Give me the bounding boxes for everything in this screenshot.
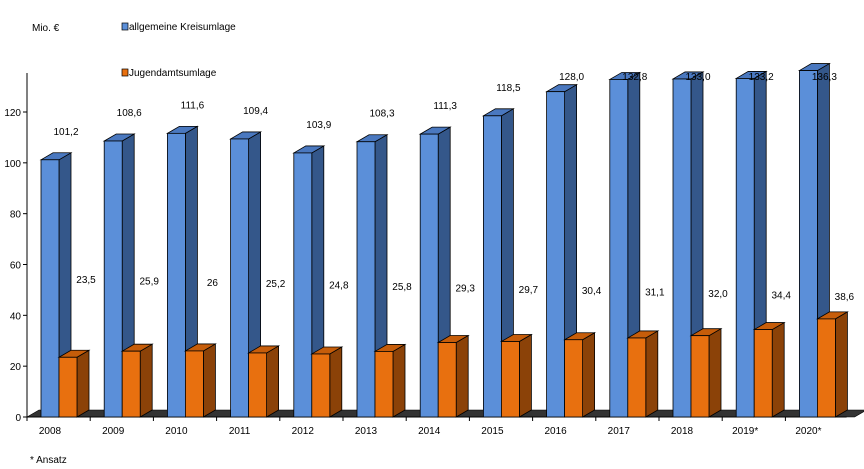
y-tick-label: 100 — [4, 159, 21, 170]
x-tick-label: 2018 — [671, 426, 694, 437]
legend-label-kreisumlage: allgemeine Kreisumlage — [129, 22, 236, 33]
data-label-kreisumlage: 132,8 — [622, 72, 647, 83]
x-tick-label: 2009 — [102, 426, 125, 437]
data-label-kreisumlage: 118,5 — [496, 83, 521, 94]
x-tick-label: 2017 — [608, 426, 631, 437]
bar-kreisumlage — [230, 138, 250, 418]
data-label-kreisumlage: 111,6 — [181, 100, 205, 111]
bar-jugendamtsumlage — [753, 329, 773, 418]
data-label-jugendamtsumlage: 25,8 — [392, 282, 412, 293]
x-tick-label: 2008 — [39, 426, 62, 437]
x-tick-label: 2015 — [481, 426, 504, 437]
bar-jugendamtsumlage-side — [76, 349, 90, 418]
bar-kreisumlage — [40, 159, 60, 418]
y-tick-label: 20 — [10, 362, 22, 373]
bar-kreisumlage — [609, 79, 629, 418]
y-tick-label: 0 — [15, 413, 21, 424]
x-tick-label: 2010 — [165, 426, 188, 437]
bar-kreisumlage — [672, 78, 692, 418]
data-label-jugendamtsumlage: 38,6 — [835, 292, 855, 303]
bar-jugendamtsumlage-side — [392, 343, 406, 418]
x-tick-label: 2016 — [544, 426, 567, 437]
bar-kreisumlage — [356, 141, 376, 418]
bar-jugendamtsumlage-side — [771, 321, 785, 418]
bar-jugendamtsumlage-side — [645, 330, 659, 418]
data-label-jugendamtsumlage: 32,0 — [708, 289, 728, 300]
y-tick-label: 60 — [10, 261, 22, 272]
bar-jugendamtsumlage-side — [266, 345, 280, 418]
y-tick-label: 80 — [10, 210, 22, 221]
bar-jugendamtsumlage — [564, 339, 583, 418]
data-label-kreisumlage: 108,6 — [117, 108, 142, 119]
bar-jugendamtsumlage — [500, 341, 520, 418]
data-label-kreisumlage: 136,3 — [812, 72, 837, 83]
bar-kreisumlage — [799, 70, 818, 418]
bar-jugendamtsumlage — [248, 352, 268, 418]
bar-jugendamtsumlage — [58, 356, 78, 418]
bar-jugendamtsumlage-side — [708, 327, 722, 418]
bar-jugendamtsumlage — [437, 342, 457, 418]
data-label-jugendamtsumlage: 29,7 — [519, 285, 539, 296]
bar-jugendamtsumlage — [311, 353, 331, 418]
data-label-kreisumlage: 111,3 — [433, 101, 457, 112]
bar-jugendamtsumlage-side — [455, 334, 469, 418]
data-label-jugendamtsumlage: 25,9 — [139, 276, 159, 287]
data-label-kreisumlage: 133,0 — [685, 72, 710, 83]
data-label-kreisumlage: 101,2 — [53, 127, 78, 138]
bar-jugendamtsumlage — [817, 318, 836, 418]
y-axis-label: Mio. € — [32, 23, 60, 34]
data-label-kreisumlage: 108,3 — [369, 109, 394, 120]
data-label-kreisumlage: 109,4 — [243, 106, 268, 117]
bar-kreisumlage — [546, 91, 565, 418]
legend-swatch-jugendamtsumlage — [121, 68, 129, 77]
data-label-jugendamtsumlage: 26 — [207, 278, 219, 289]
data-label-jugendamtsumlage: 24,8 — [329, 281, 349, 292]
bar-kreisumlage — [419, 133, 439, 418]
bar-jugendamtsumlage-side — [835, 311, 848, 418]
bar-jugendamtsumlage-side — [139, 343, 153, 418]
x-tick-label: 2012 — [292, 426, 315, 437]
bar-kreisumlage — [293, 152, 313, 418]
bar-kreisumlage — [103, 140, 123, 418]
data-label-jugendamtsumlage: 23,5 — [76, 275, 96, 286]
data-label-jugendamtsumlage: 29,3 — [455, 283, 475, 294]
bar-jugendamtsumlage — [374, 351, 394, 418]
x-tick-label: 2019* — [732, 426, 758, 437]
bar-jugendamtsumlage — [627, 337, 647, 418]
data-label-jugendamtsumlage: 30,4 — [582, 286, 602, 297]
bar-kreisumlage — [735, 78, 755, 418]
bar-jugendamtsumlage-side — [202, 343, 216, 418]
x-tick-label: 2014 — [418, 426, 441, 437]
x-tick-label: 2013 — [355, 426, 378, 437]
x-tick-label: 2011 — [229, 426, 251, 437]
bar-jugendamtsumlage — [184, 350, 204, 418]
data-label-jugendamtsumlage: 31,1 — [645, 288, 665, 299]
data-label-kreisumlage: 133,2 — [749, 72, 774, 83]
bar-jugendamtsumlage-side — [329, 346, 343, 418]
legend-label-jugendamtsumlage: Jugendamtsumlage — [129, 68, 217, 79]
y-tick-label: 120 — [4, 108, 21, 119]
footnote: * Ansatz — [30, 455, 67, 466]
data-label-kreisumlage: 103,9 — [306, 120, 331, 131]
bar-kreisumlage — [482, 115, 502, 418]
legend-swatch-kreisumlage — [121, 22, 129, 31]
x-tick-label: 2020* — [795, 426, 821, 437]
bar-jugendamtsumlage — [690, 335, 710, 418]
bar-jugendamtsumlage — [121, 350, 141, 418]
data-label-kreisumlage: 128,0 — [559, 72, 584, 83]
y-tick-label: 40 — [10, 311, 22, 322]
bar-jugendamtsumlage-side — [519, 333, 532, 418]
bar-jugendamtsumlage-side — [582, 332, 595, 418]
bar-kreisumlage — [166, 132, 186, 418]
data-label-jugendamtsumlage: 25,2 — [266, 279, 286, 290]
data-label-jugendamtsumlage: 34,4 — [771, 290, 791, 301]
